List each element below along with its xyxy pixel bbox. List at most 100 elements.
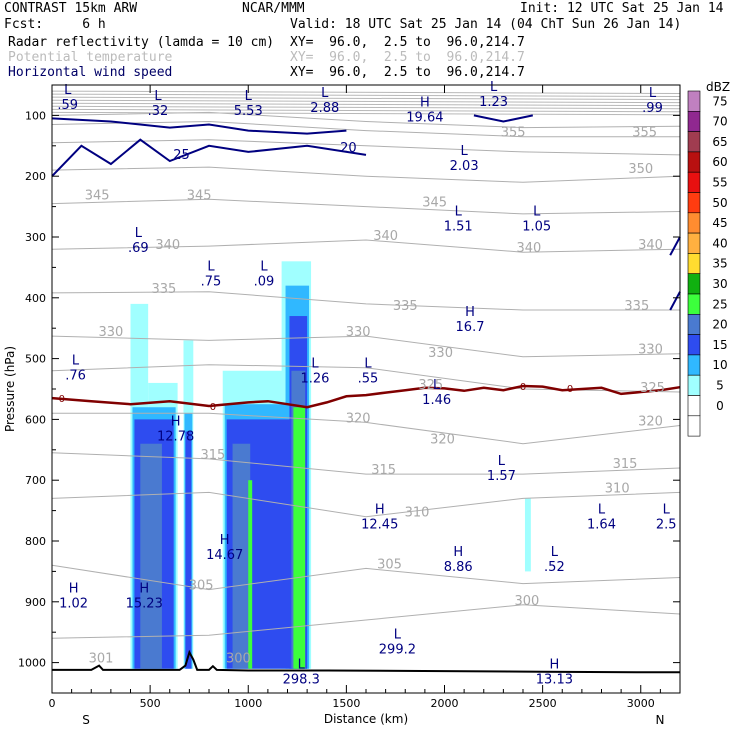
x-tick-label: 1000 — [234, 697, 262, 710]
low-marker: L — [311, 357, 319, 372]
y-tick-label: 300 — [25, 231, 46, 244]
colorbar-swatch — [687, 415, 701, 437]
low-marker: L — [498, 454, 506, 469]
low-marker: L — [72, 354, 80, 369]
theta-contour-line — [51, 491, 681, 518]
extremum-value: 2.88 — [310, 101, 339, 116]
colorbar-swatch — [687, 151, 701, 173]
y-axis-label: Pressure (hPa) — [3, 346, 17, 432]
extremum-value: 298.3 — [283, 673, 320, 688]
theta-contour-line — [51, 604, 681, 639]
theta-label: 330 — [428, 346, 453, 361]
init-time: Init: 12 UTC Sat 25 Jan 14 — [520, 1, 724, 16]
x-end-left: S — [82, 713, 90, 727]
colorbar-label: 20 — [712, 318, 727, 332]
theta-label: 340 — [638, 238, 663, 253]
extremum-value: 1.26 — [300, 372, 329, 387]
theta-label: 345 — [187, 188, 212, 203]
low-marker: L — [490, 80, 498, 95]
high-marker: H — [550, 658, 560, 673]
low-marker: L — [364, 357, 372, 372]
y-tick-label: 700 — [25, 474, 46, 487]
y-tick-label: 900 — [25, 596, 46, 609]
theta-label: 335 — [393, 299, 418, 314]
x-axis-label: Distance (km) — [324, 712, 408, 726]
low-marker: L — [321, 86, 329, 101]
colorbar-label: 15 — [712, 338, 727, 352]
extremum-value: 1.57 — [487, 469, 516, 484]
colorbar-swatch — [687, 354, 701, 376]
theta-contour-line — [51, 111, 681, 129]
theta-contour-line — [51, 139, 681, 156]
theta-label: 340 — [516, 241, 541, 256]
colorbar-swatch — [687, 273, 701, 295]
colorbar-label: 60 — [712, 155, 727, 169]
x-tick-label: 0 — [49, 697, 56, 710]
theta-label: 330 — [98, 325, 123, 340]
freezing-label: 0 — [59, 394, 65, 405]
colorbar-label: 40 — [712, 236, 727, 250]
terrain-line — [52, 649, 680, 674]
y-tick-label: 100 — [25, 109, 46, 122]
theta-label: 335 — [151, 282, 176, 297]
x-tick-label: 1500 — [332, 697, 360, 710]
field1-xy: XY= 96.0, 2.5 to 96.0,214.7 — [290, 35, 525, 50]
colorbar-swatch — [687, 131, 701, 153]
high-marker: H — [171, 414, 181, 429]
theta-label: 320 — [430, 433, 455, 448]
zero-line — [51, 384, 681, 409]
theta-label: 355 — [501, 126, 526, 141]
colorbar-label: 45 — [712, 216, 727, 230]
colorbar-swatch — [687, 111, 701, 132]
colorbar-swatch — [687, 192, 701, 214]
extremum-value: 15.23 — [126, 597, 163, 612]
x-tick-label: 2500 — [529, 697, 557, 710]
reflectivity-cell — [140, 443, 162, 669]
extremum-value: 1.64 — [587, 518, 616, 533]
x-tick-label: 500 — [140, 697, 161, 710]
y-tick-label: 500 — [25, 353, 46, 366]
extremum-value: 14.67 — [206, 548, 243, 563]
colorbar-label: 70 — [712, 115, 727, 129]
colorbar-label: 25 — [712, 297, 727, 311]
extremum-value: .32 — [148, 104, 169, 119]
forecast-hour: Fcst: 6 h — [4, 17, 106, 32]
extremum-value: .76 — [65, 369, 86, 384]
theta-contour-line — [51, 111, 681, 116]
y-tick-label: 800 — [25, 535, 46, 548]
colorbar-label: 5 — [716, 379, 724, 393]
reflectivity-cell — [524, 498, 531, 572]
extremum-value: 12.78 — [157, 429, 194, 444]
extremum-value: 1.23 — [479, 95, 508, 110]
colorbar-swatch — [687, 313, 701, 335]
colorbar-label: 50 — [712, 196, 727, 210]
y-tick-label: 200 — [25, 170, 46, 183]
field2-xy: XY= 96.0, 2.5 to 96.0,214.7 — [290, 50, 525, 65]
colorbar-label: 55 — [712, 176, 727, 190]
extremum-value: 8.86 — [444, 560, 473, 575]
theta-label: 345 — [422, 196, 447, 211]
colorbar-label: 35 — [712, 257, 727, 271]
colorbar-swatch — [687, 171, 701, 193]
colorbar-swatch — [687, 395, 701, 417]
extremum-value: .09 — [254, 274, 275, 289]
y-tick-label: 400 — [25, 292, 46, 305]
terrain — [52, 649, 680, 674]
extremum-value: 299.2 — [379, 642, 416, 657]
theta-label: 325 — [640, 381, 665, 396]
high-marker: H — [453, 545, 463, 560]
field1-name: Radar reflectivity (lamda = 10 cm) — [8, 35, 275, 50]
extremum-value: 1.05 — [522, 220, 551, 235]
extremum-value: 2.5 — [656, 518, 677, 533]
extremum-value: .75 — [201, 274, 222, 289]
extremum-value: 5.53 — [234, 104, 263, 119]
wind-contour-line — [669, 291, 681, 311]
reflectivity-cell — [185, 431, 192, 669]
low-marker: L — [207, 259, 215, 274]
theta-label: 355 — [632, 126, 657, 141]
colorbar-swatch — [687, 90, 701, 112]
wind-contour-line — [51, 138, 367, 177]
field3-xy: XY= 96.0, 2.5 to 96.0,214.7 — [290, 65, 525, 80]
high-marker: H — [420, 95, 430, 110]
